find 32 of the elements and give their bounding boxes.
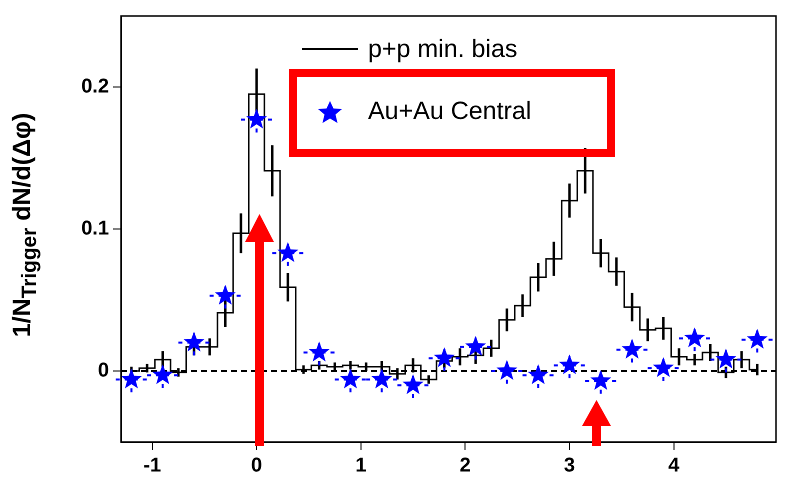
point: [184, 332, 204, 352]
point: [590, 370, 612, 390]
point: [152, 364, 174, 384]
y-tick-label: 0.2: [81, 76, 109, 98]
point: [246, 108, 268, 129]
x-tick-label: -1: [143, 454, 162, 477]
point: [528, 364, 549, 384]
point: [715, 348, 736, 369]
x-tick-label: 1: [355, 454, 366, 477]
point: [652, 357, 674, 378]
legend-label: p+p min. bias: [368, 34, 518, 64]
point: [559, 354, 580, 374]
point: [465, 336, 486, 356]
point: [120, 368, 142, 388]
legend-label: Au+Au Central: [368, 96, 532, 126]
point: [746, 328, 768, 349]
y-tick-label: 0: [98, 360, 109, 382]
point: [496, 360, 518, 380]
x-tick-label: 0: [251, 454, 262, 477]
x-tick-label: 4: [668, 454, 680, 477]
point: [371, 368, 392, 388]
point: [214, 284, 236, 305]
y-tick-label: 0.1: [81, 218, 109, 240]
point: [402, 374, 424, 394]
point: [622, 338, 643, 359]
x-tick-label: 2: [460, 454, 471, 477]
point: [340, 368, 361, 388]
point: [684, 327, 706, 348]
point: [434, 347, 455, 368]
point: [308, 342, 330, 362]
point: [277, 242, 298, 262]
x-tick-label: 3: [564, 454, 576, 477]
